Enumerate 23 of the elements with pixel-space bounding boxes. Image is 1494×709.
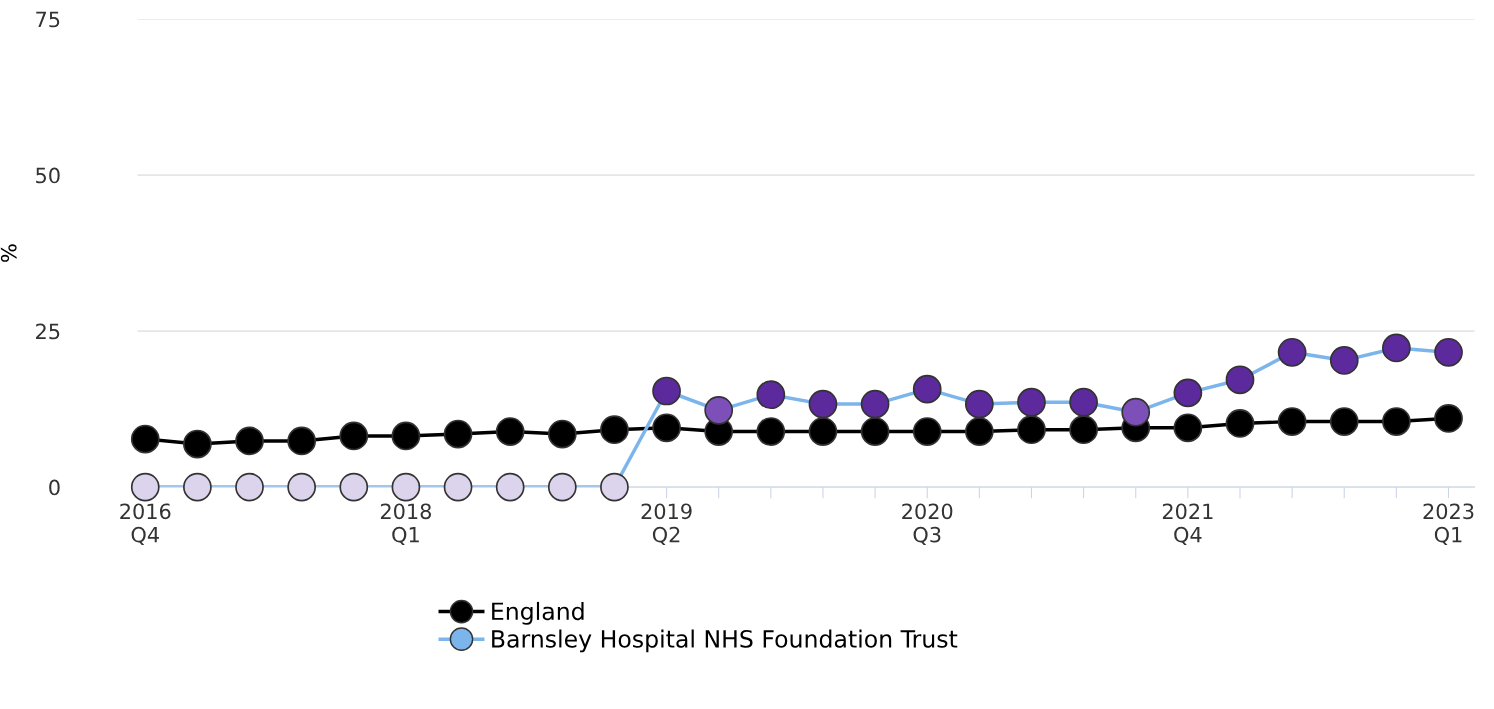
point (495, 472, 525, 502)
x-tick-label: 2016 Q4 (120, 503, 171, 545)
point (443, 472, 473, 502)
y-tick-label: 50 (36, 167, 60, 184)
point (391, 472, 421, 502)
point (235, 472, 264, 502)
point (183, 472, 212, 502)
point (600, 472, 629, 502)
x-tick-label: 2023 Q1 (1423, 503, 1474, 545)
point (287, 472, 317, 502)
y-tick-label: 0 (49, 479, 60, 496)
y-tick-label: 25 (36, 323, 60, 340)
legend-label: Barnsley Hospital NHS Foundation Trust (492, 629, 958, 653)
y-tick-label: 75 (36, 11, 60, 28)
x-tick-label: 2020 Q3 (902, 503, 953, 545)
point (339, 472, 369, 502)
point (547, 472, 577, 502)
y-axis-title: % (0, 244, 17, 262)
point (130, 472, 160, 502)
x-tick-label: 2018 Q1 (380, 503, 431, 545)
legend-label: England (492, 601, 584, 625)
x-tick-label: 2019 Q2 (641, 503, 692, 545)
x-tick-label: 2021 Q4 (1162, 503, 1213, 545)
